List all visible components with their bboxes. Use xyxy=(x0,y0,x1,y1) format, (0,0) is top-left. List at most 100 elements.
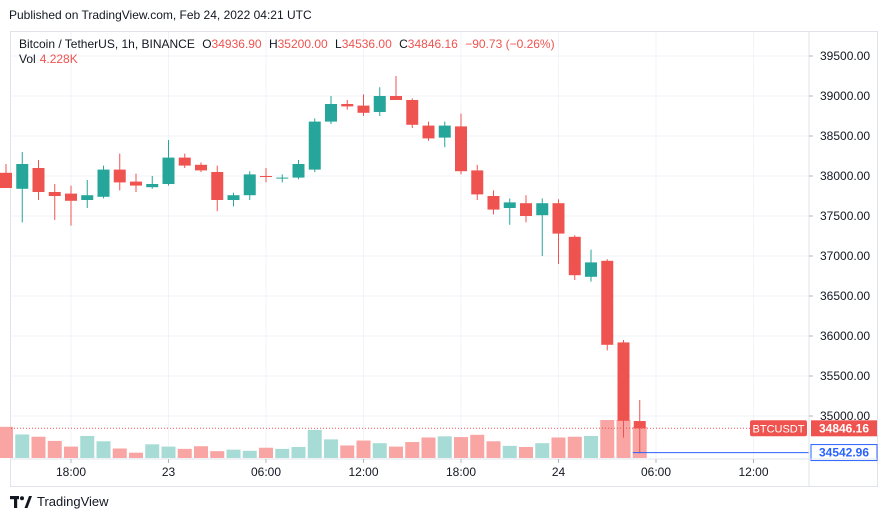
candle xyxy=(373,87,386,116)
x-tick-label: 24 xyxy=(552,465,566,479)
candle xyxy=(113,153,126,191)
volume-bar xyxy=(324,439,338,458)
candle xyxy=(422,121,435,141)
candle-body xyxy=(211,172,224,200)
candle xyxy=(617,340,630,438)
candle xyxy=(357,94,370,116)
volume-bar xyxy=(194,446,208,458)
candle xyxy=(520,195,532,223)
current-price-value: 34846.16 xyxy=(819,421,869,435)
volume-bar xyxy=(437,436,452,458)
grid xyxy=(11,32,809,458)
vol-value: 4.228K xyxy=(39,52,78,66)
candle-body xyxy=(178,157,191,166)
volume-bar xyxy=(96,441,111,458)
candle xyxy=(308,118,321,172)
candle xyxy=(406,98,419,128)
volume-bar xyxy=(502,445,517,458)
candle-body xyxy=(130,181,142,186)
x-tick-label: 23 xyxy=(162,465,176,479)
candle xyxy=(0,164,12,188)
candle-body xyxy=(341,104,354,107)
tradingview-logo-icon xyxy=(10,495,32,508)
volume-bar xyxy=(389,446,403,458)
candle-body xyxy=(503,202,516,208)
x-tick-label: 06:00 xyxy=(251,465,281,479)
candle xyxy=(487,190,500,215)
close-label: C xyxy=(399,37,408,51)
y-tick-label: 39000.00 xyxy=(820,89,870,103)
volume-bar xyxy=(0,426,13,458)
high-label: H xyxy=(268,37,278,51)
volume-bar xyxy=(31,436,46,458)
footer[interactable]: TradingView xyxy=(10,494,109,509)
candle xyxy=(325,96,337,124)
candle xyxy=(341,100,354,110)
volume-bar xyxy=(210,451,225,458)
candle xyxy=(227,192,240,207)
candle-body xyxy=(65,193,77,201)
candle-body xyxy=(373,96,386,112)
y-tick-label: 36500.00 xyxy=(820,289,870,303)
candle-body xyxy=(48,192,61,196)
open-value: 34936.90 xyxy=(211,37,262,51)
symbol-title: Bitcoin / TetherUS, 1h, BINANCE xyxy=(19,37,195,51)
high-value: 35200.00 xyxy=(277,37,328,51)
line-price-tag xyxy=(810,444,878,462)
candle-body xyxy=(552,203,565,234)
x-tick-label: 12:00 xyxy=(738,465,768,479)
volume-bar xyxy=(340,445,355,458)
x-tick-label: 06:00 xyxy=(641,465,671,479)
y-tick-label: 38500.00 xyxy=(820,129,870,143)
line-price-value: 34542.96 xyxy=(819,446,869,460)
candle xyxy=(211,165,224,212)
candle-body xyxy=(406,100,419,125)
volume-bar xyxy=(356,440,371,458)
candle xyxy=(438,121,451,148)
candle-body xyxy=(308,121,321,170)
candle xyxy=(195,162,207,172)
candle xyxy=(97,165,110,199)
volume-bar xyxy=(242,450,257,458)
candle-body xyxy=(162,157,175,184)
candle-body xyxy=(455,126,467,172)
candle xyxy=(585,249,597,282)
candle-body xyxy=(633,421,646,429)
volume-bar xyxy=(551,437,566,458)
candle xyxy=(178,153,191,168)
candle xyxy=(32,160,45,200)
candle xyxy=(552,199,565,264)
candle xyxy=(260,168,272,183)
open-label: O xyxy=(202,37,212,51)
volume-bar xyxy=(372,443,387,458)
candle xyxy=(130,173,142,192)
volume-bar xyxy=(584,435,598,458)
y-tick-label: 37000.00 xyxy=(820,249,870,263)
candle xyxy=(601,259,614,351)
volume-bar xyxy=(421,437,436,458)
volume-bar xyxy=(519,446,533,458)
chart-legend: Bitcoin / TetherUS, 1h, BINANCE O34936.9… xyxy=(19,36,555,52)
volume-bar xyxy=(80,435,95,458)
candle xyxy=(455,113,467,175)
candle-body xyxy=(568,236,581,276)
candle xyxy=(146,176,159,189)
close-value: 34846.16 xyxy=(407,37,458,51)
candle-body xyxy=(81,195,94,200)
change-value: −90.73 (−0.26%) xyxy=(465,37,555,51)
candle xyxy=(633,400,646,454)
current-price-tag xyxy=(811,420,877,437)
candle-body xyxy=(16,164,29,189)
volume-bar xyxy=(177,448,192,458)
y-tick-label: 35500.00 xyxy=(820,369,870,383)
volume-bar xyxy=(600,420,615,458)
symbol-tag-label: BTCUSDT xyxy=(753,423,805,435)
candle xyxy=(292,160,305,180)
candle-body xyxy=(195,164,207,171)
volume-bar xyxy=(405,442,420,458)
candle-body xyxy=(357,105,370,113)
candle-body xyxy=(520,203,532,216)
volume-bar xyxy=(470,434,485,458)
volume-bar xyxy=(307,429,322,458)
